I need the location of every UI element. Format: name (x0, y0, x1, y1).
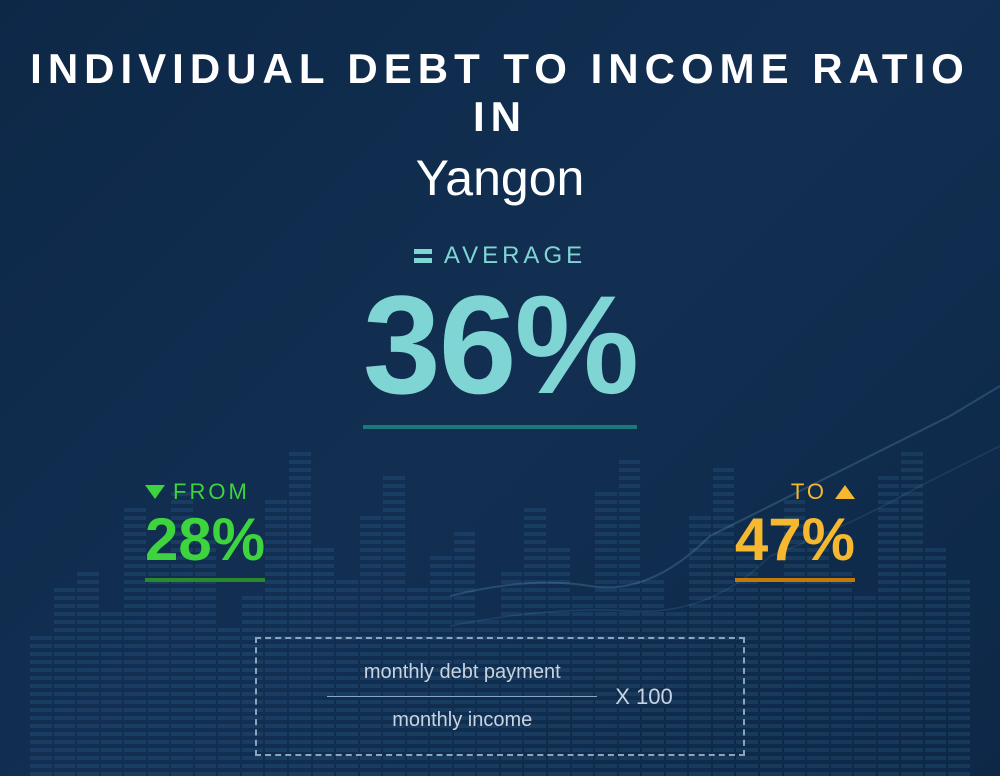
triangle-up-icon (835, 485, 855, 499)
title-line-2: Yangon (0, 149, 1000, 207)
average-value: 36% (363, 275, 637, 415)
title-line-1: INDIVIDUAL DEBT TO INCOME RATIO IN (0, 45, 1000, 141)
formula-denominator: monthly income (392, 709, 532, 732)
range-from: FROM 28% (145, 479, 265, 582)
from-underline (145, 578, 265, 582)
average-underline (363, 425, 637, 429)
from-label-row: FROM (145, 479, 265, 505)
from-label: FROM (173, 479, 250, 505)
from-value: 28% (145, 510, 265, 570)
to-value: 47% (735, 510, 855, 570)
to-label-row: TO (735, 479, 855, 505)
formula-box: monthly debt payment monthly income X 10… (255, 637, 745, 756)
formula-numerator: monthly debt payment (364, 661, 561, 684)
formula-divider (327, 696, 597, 697)
range-section: FROM 28% TO 47% (0, 479, 1000, 582)
to-label: TO (791, 479, 827, 505)
to-underline (735, 578, 855, 582)
equals-icon (414, 249, 432, 263)
formula-multiplier: X 100 (615, 684, 673, 710)
range-to: TO 47% (735, 479, 855, 582)
triangle-down-icon (145, 485, 165, 499)
average-section: AVERAGE 36% (363, 242, 637, 429)
formula-fraction: monthly debt payment monthly income (327, 661, 597, 732)
